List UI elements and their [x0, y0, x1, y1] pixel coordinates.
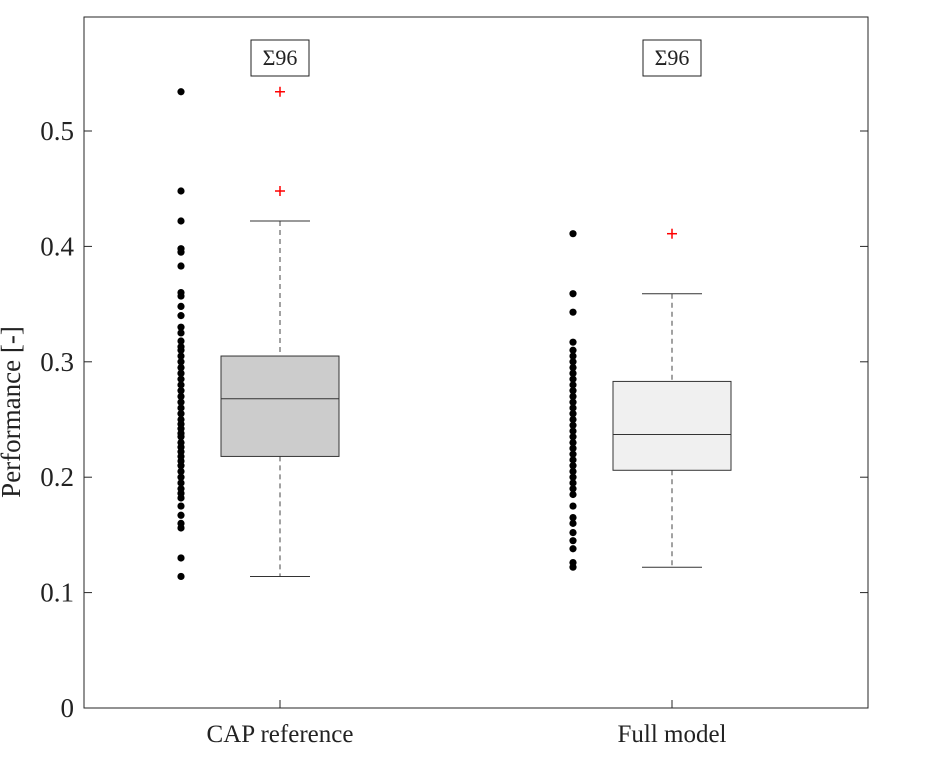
data-point [569, 433, 577, 441]
data-point [177, 363, 185, 372]
data-point [177, 302, 185, 311]
x-tick-label: CAP reference [207, 721, 354, 748]
data-point [569, 444, 577, 452]
data-point [569, 404, 577, 412]
data-point [177, 292, 185, 300]
data-point [569, 490, 577, 499]
count-label-box [642, 39, 702, 77]
box [612, 380, 732, 471]
data-point [569, 467, 577, 476]
box-group-1: Full model Σ96 [569, 39, 732, 748]
data-point [569, 462, 577, 470]
data-point [569, 381, 577, 389]
data-point [177, 462, 185, 470]
data-point [569, 308, 577, 316]
data-point [569, 346, 577, 354]
data-point [177, 473, 185, 481]
data-point [569, 519, 577, 527]
x-tick-label: Full model [617, 721, 726, 748]
data-point [177, 217, 185, 225]
y-tick-label: 0 [61, 693, 75, 723]
y-tick-label: 0.5 [40, 116, 74, 146]
data-point [177, 358, 185, 366]
box [220, 355, 340, 457]
data-point [177, 352, 185, 360]
data-point [177, 387, 185, 395]
data-point [177, 381, 185, 389]
data-point [569, 427, 577, 435]
data-point [569, 513, 577, 522]
data-point [569, 479, 577, 487]
data-point [569, 545, 577, 553]
box-group-0: CAP reference Σ96 [177, 39, 354, 748]
data-point [569, 398, 577, 406]
data-point [569, 415, 577, 424]
data-point [177, 524, 185, 532]
data-point [177, 479, 185, 487]
y-axis-label: Performance [-] [0, 326, 26, 498]
data-point [569, 375, 577, 383]
plot-area [83, 16, 869, 709]
data-point [177, 346, 185, 354]
outlier-marker [275, 86, 285, 97]
data-point [569, 450, 577, 458]
data-point [177, 337, 185, 345]
data-point [177, 502, 185, 510]
y-tick-label: 0.3 [40, 347, 74, 377]
data-point [569, 358, 577, 366]
data-point [569, 502, 577, 510]
data-point [569, 363, 577, 372]
data-point [177, 329, 185, 337]
data-point [569, 338, 577, 346]
data-point [177, 511, 185, 519]
data-point [177, 404, 185, 412]
y-tick-label: 0.4 [40, 231, 74, 261]
y-tick-label: 0.2 [40, 462, 74, 492]
outlier-marker [667, 228, 677, 239]
data-point [569, 387, 577, 395]
data-point [569, 473, 577, 481]
data-point [177, 369, 185, 377]
data-point [177, 323, 185, 331]
data-point [177, 467, 185, 476]
y-tick-label: 0.1 [40, 578, 74, 608]
data-point [569, 528, 577, 537]
data-point [177, 248, 185, 256]
data-point [569, 438, 577, 447]
data-point [569, 456, 577, 464]
data-point [177, 375, 185, 383]
outlier-marker [275, 186, 285, 197]
data-point [177, 410, 185, 418]
data-point [569, 410, 577, 418]
data-point [177, 494, 185, 502]
data-point [569, 352, 577, 360]
data-point [177, 187, 185, 195]
data-point [569, 230, 577, 238]
data-point [177, 398, 185, 406]
data-point [569, 485, 577, 493]
data-point [569, 537, 577, 545]
data-point [177, 572, 185, 581]
data-point [569, 563, 577, 571]
data-point [177, 554, 185, 562]
data-point [177, 392, 185, 401]
data-point [177, 312, 185, 320]
count-label: Σ96 [655, 45, 690, 70]
data-point [569, 421, 577, 429]
data-point [569, 392, 577, 401]
data-point [569, 290, 577, 298]
data-point [177, 262, 185, 270]
count-label: Σ96 [263, 45, 298, 70]
data-point [177, 433, 185, 441]
data-point [569, 369, 577, 377]
data-point [177, 88, 185, 96]
count-label-box [250, 39, 310, 77]
